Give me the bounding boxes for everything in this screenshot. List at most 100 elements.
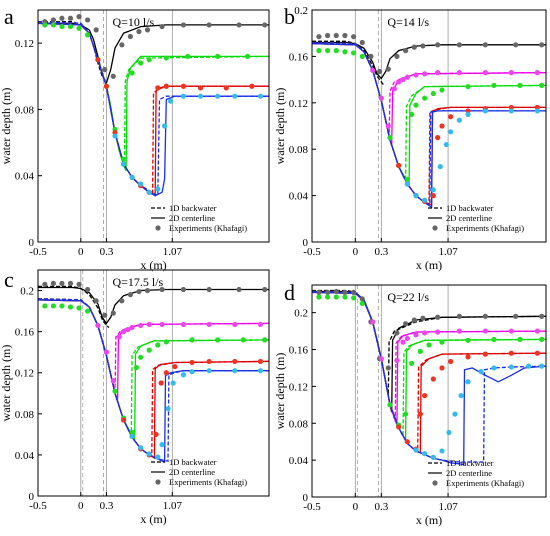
- experiment-point: [482, 42, 488, 48]
- experiment-point: [400, 339, 406, 345]
- experiment-point: [517, 82, 523, 88]
- experiment-point: [482, 313, 488, 319]
- experiment-point: [127, 33, 133, 40]
- legend-label: 1D backwater: [169, 457, 217, 467]
- experiment-point: [129, 433, 135, 440]
- experiment-point: [396, 424, 402, 430]
- y-tick-label: 0.08: [289, 144, 309, 156]
- experiment-point: [159, 442, 165, 448]
- x-tick-label: 0: [78, 500, 84, 512]
- experiment-point: [59, 23, 65, 30]
- experiment-point: [420, 43, 426, 49]
- experiment-point: [316, 48, 322, 54]
- experiment-point: [342, 294, 348, 300]
- experiment-point: [85, 286, 91, 293]
- y-tick-label: 0.04: [289, 455, 309, 467]
- axes-frame: [311, 9, 547, 243]
- experiment-point: [478, 369, 484, 375]
- experiment-point: [159, 23, 165, 30]
- experiment-point: [435, 314, 441, 320]
- legend-label: 2D centerline: [446, 213, 492, 223]
- x-tick-label: 0: [78, 246, 84, 258]
- chart-title: Q=17.5 l/s: [112, 275, 163, 289]
- legend-label: 2D centerline: [446, 468, 492, 478]
- experiment-point: [325, 289, 331, 295]
- experiment-point: [185, 53, 191, 60]
- panel-d: d00.040.080.120.160.2-0.5 0 0.3 1.07x (m)wa…: [273, 280, 547, 527]
- experiment-point: [257, 368, 264, 374]
- experiment-point: [422, 95, 428, 101]
- experiment-point: [162, 123, 168, 129]
- experiment-point: [539, 363, 545, 369]
- experiment-point: [394, 53, 400, 60]
- panel-letter: c: [4, 267, 14, 292]
- y-tick-label: 0.08: [15, 104, 35, 116]
- experiment-point: [430, 90, 436, 97]
- experiment-point: [404, 176, 410, 182]
- experiment-point: [112, 388, 118, 394]
- experiment-point: [377, 68, 383, 75]
- x-tick-label: -0.5: [303, 246, 321, 258]
- experiment-point: [439, 448, 445, 454]
- experiment-point: [103, 83, 110, 89]
- experiment-point: [422, 197, 428, 203]
- experiment-point: [465, 354, 471, 360]
- experiment-point: [446, 429, 452, 436]
- experiment-point: [465, 83, 471, 90]
- experiment-point: [138, 445, 144, 451]
- experiment-point: [439, 87, 445, 93]
- experiment-point: [125, 326, 131, 333]
- experiment-point: [180, 286, 187, 293]
- experiment-point: [50, 22, 57, 28]
- y-axis-label: water depth (m): [273, 88, 287, 165]
- experiment-point: [368, 53, 374, 60]
- experiment-point: [378, 95, 384, 101]
- experiment-point: [539, 82, 545, 88]
- y-tick-label: 0.16: [289, 345, 309, 357]
- experiment-point: [120, 329, 127, 335]
- experiment-point: [85, 32, 91, 38]
- experiment-point: [422, 330, 428, 336]
- experiment-point: [430, 376, 436, 382]
- experiment-point: [138, 60, 144, 66]
- legend-marker: [432, 225, 438, 231]
- chart-title: Q=10 l/s: [112, 15, 154, 29]
- y-tick-label: 0: [303, 237, 309, 249]
- experiment-point: [232, 321, 238, 328]
- experiment-point: [163, 370, 169, 376]
- experiment-point: [394, 357, 400, 364]
- centerline-2d-curve: [312, 42, 546, 146]
- experiment-point: [170, 380, 176, 386]
- x-tick-label: 1.07: [163, 246, 183, 258]
- experiment-point: [448, 129, 454, 135]
- x-axis-label: x (m): [416, 258, 442, 272]
- experiment-point: [206, 321, 212, 328]
- y-tick-label: 0.12: [289, 98, 308, 110]
- experiment-point: [215, 53, 221, 60]
- experiment-point: [232, 358, 238, 365]
- experiment-point: [120, 417, 127, 423]
- experiment-point: [411, 317, 417, 323]
- legend-label: 1D backwater: [446, 458, 494, 468]
- experiment-point: [422, 71, 428, 77]
- axes-frame: [311, 284, 547, 498]
- experiment-point: [236, 22, 242, 28]
- experiment-point: [513, 313, 519, 319]
- experiment-point: [385, 365, 391, 371]
- experiment-point: [138, 181, 144, 187]
- x-tick-label: 0.3: [100, 246, 114, 258]
- experiment-point: [430, 187, 436, 193]
- experiment-point: [359, 300, 365, 307]
- experiment-point: [413, 447, 419, 453]
- x-tick-label: 0: [353, 501, 359, 513]
- experiment-point: [534, 70, 540, 76]
- y-axis-label: water depth (m): [0, 345, 13, 422]
- experiment-point: [526, 363, 532, 369]
- y-tick-label: 0: [29, 491, 35, 503]
- experiment-point: [133, 364, 139, 371]
- panel-c: c00.040.080.120.160.2-0.5 0 0.3 1.07x (m)wa…: [0, 267, 270, 526]
- experiment-point: [257, 93, 264, 99]
